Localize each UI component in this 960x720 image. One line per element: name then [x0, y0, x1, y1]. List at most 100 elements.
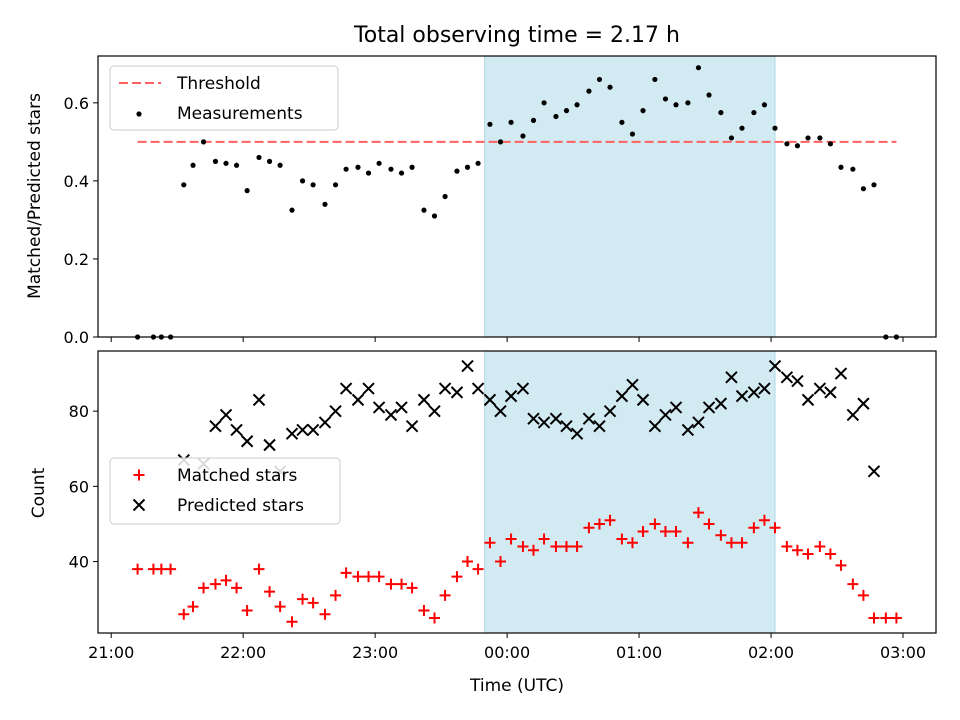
data-point	[363, 571, 375, 583]
data-point	[802, 548, 814, 560]
data-point	[395, 401, 408, 414]
data-point	[553, 113, 559, 120]
data-point	[181, 182, 187, 188]
data-point	[880, 612, 892, 624]
legend-swatch	[136, 111, 142, 117]
data-point	[252, 393, 266, 407]
data-point	[801, 393, 815, 407]
data-point	[550, 541, 562, 553]
data-point	[725, 537, 737, 549]
plot-frame	[97, 350, 937, 634]
data-point	[718, 109, 724, 116]
data-point	[209, 419, 222, 433]
x-tick-label: 00:00	[484, 643, 530, 662]
data-point	[231, 582, 243, 594]
data-point	[329, 404, 342, 418]
data-point	[497, 139, 504, 145]
data-point	[475, 160, 481, 166]
data-point	[365, 170, 372, 176]
x-tick-label: 01:00	[616, 643, 662, 662]
data-point	[824, 386, 837, 399]
data-point	[747, 386, 761, 399]
data-point	[530, 117, 537, 123]
data-point	[637, 525, 649, 537]
data-point	[351, 393, 365, 407]
data-point	[256, 154, 262, 161]
data-point	[373, 571, 385, 583]
data-point	[471, 382, 485, 395]
data-point	[266, 158, 273, 164]
data-point	[560, 419, 573, 433]
data-point	[827, 141, 834, 147]
top-y-axis-label: Matched/Predicted stars	[25, 93, 45, 299]
x-axis-label: Time (UTC)	[469, 676, 564, 696]
data-point	[626, 537, 638, 549]
legend-label: Threshold	[176, 74, 261, 94]
data-point	[340, 567, 352, 579]
legend-label: Predicted stars	[177, 496, 304, 516]
data-point	[791, 374, 804, 388]
data-point	[307, 597, 319, 609]
data-point	[662, 96, 669, 102]
data-point	[560, 541, 572, 553]
series-measurements	[134, 65, 900, 340]
data-point	[409, 164, 415, 170]
data-point	[652, 76, 658, 83]
data-point	[388, 166, 394, 172]
data-point	[813, 382, 827, 395]
legend-swatch	[132, 498, 146, 512]
data-point	[850, 166, 856, 172]
y-tick-label: 40	[69, 553, 89, 572]
data-point	[362, 382, 375, 395]
data-point	[673, 102, 679, 108]
bottom-panel: 21:00 22:00 23:00 00:00 01:00 02:00 03:00 40 60 8…	[69, 350, 937, 662]
series-matched-stars	[132, 507, 902, 628]
data-point	[603, 404, 617, 418]
data-point	[516, 382, 530, 395]
data-point	[230, 423, 243, 437]
data-point	[616, 533, 628, 545]
legend-box	[109, 457, 341, 525]
data-point	[703, 518, 715, 530]
data-point	[244, 188, 250, 194]
data-point	[504, 389, 518, 403]
data-point	[784, 141, 790, 147]
data-point	[352, 571, 364, 583]
data-point	[263, 438, 276, 452]
data-point	[794, 143, 801, 149]
legend-label: Matched stars	[177, 466, 297, 486]
data-point	[520, 133, 526, 139]
data-point	[438, 382, 452, 395]
data-point	[355, 164, 361, 170]
data-point	[330, 589, 342, 601]
data-point	[289, 207, 295, 213]
data-point	[769, 522, 781, 534]
data-point	[659, 525, 671, 537]
data-point	[636, 393, 650, 407]
data-point	[274, 601, 286, 613]
data-point	[417, 393, 431, 407]
data-point	[834, 367, 848, 380]
highlight-span	[484, 55, 776, 338]
chart-title: Total observing time = 2.17 h	[353, 23, 680, 48]
data-point	[670, 525, 682, 537]
data-point	[846, 408, 860, 422]
x-tick-label: 21:00	[88, 643, 134, 662]
data-point	[253, 563, 265, 575]
data-point	[494, 404, 507, 418]
data-point	[428, 404, 441, 418]
data-point	[626, 378, 639, 392]
data-point	[212, 158, 219, 164]
legend-box	[109, 65, 339, 131]
data-point	[541, 100, 547, 106]
data-point	[692, 416, 705, 429]
data-point	[714, 397, 728, 410]
data-point	[483, 393, 497, 407]
data-point	[431, 213, 438, 219]
data-point	[735, 389, 749, 403]
y-tick-label: 0.4	[64, 172, 89, 191]
data-point	[487, 121, 493, 127]
data-point	[549, 412, 563, 425]
data-point	[299, 178, 306, 184]
legend-label: Measurements	[177, 104, 303, 124]
